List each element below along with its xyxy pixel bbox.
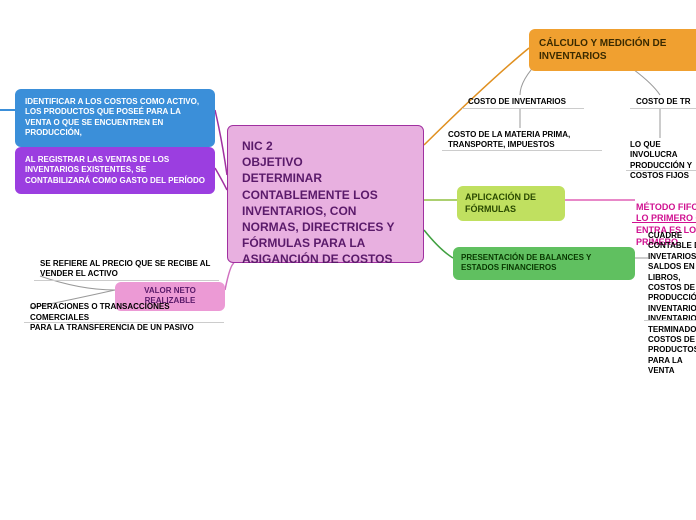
node-aplicacion-formulas[interactable]: APLICACIÓN DE FÓRMULAS [457, 186, 565, 221]
label-costo-inventarios: COSTO DE INVENTARIOS [468, 97, 566, 107]
text-precio: SE REFIERE AL PRECIO QUE SE RECIBE AL VE… [40, 259, 215, 280]
node-identificar-costos[interactable]: IDENTIFICAR A LOS COSTOS COMO ACTIVO, LO… [15, 89, 215, 147]
node-text: IDENTIFICAR A LOS COSTOS COMO ACTIVO, LO… [25, 97, 199, 137]
text-cuadre: CUADRE CONTABLE DE INVETARIOS, SALDOS EN… [648, 231, 696, 376]
divider [462, 108, 584, 109]
central-text: NIC 2 OBJETIVO DETERMINAR CONTABLEMENTE … [242, 139, 394, 266]
divider [630, 108, 696, 109]
divider [442, 150, 602, 151]
divider [644, 320, 696, 321]
divider [34, 280, 219, 281]
divider [632, 222, 696, 223]
node-registrar-ventas[interactable]: AL REGISTRAR LAS VENTAS DE LOS INVENTARI… [15, 147, 215, 194]
label-costo-tr: COSTO DE TR [636, 97, 691, 107]
node-text: APLICACIÓN DE FÓRMULAS [465, 192, 536, 214]
text-costo-materia: COSTO DE LA MATERIA PRIMA, TRANSPORTE, I… [448, 130, 598, 151]
text-operaciones: OPERACIONES O TRANSACCIONES COMERCIALES … [30, 292, 220, 334]
node-text: AL REGISTRAR LAS VENTAS DE LOS INVENTARI… [25, 155, 205, 185]
central-topic[interactable]: NIC 2 OBJETIVO DETERMINAR CONTABLEMENTE … [227, 125, 424, 263]
node-text: CÁLCULO Y MEDICIÓN DE INVENTARIOS [539, 38, 666, 62]
text-lo-que: LO QUE INVOLUCRA PRODUCCIÓN Y COSTOS FIJ… [630, 140, 696, 182]
node-calculo-medicion[interactable]: CÁLCULO Y MEDICIÓN DE INVENTARIOS [529, 29, 696, 71]
node-text: PRESENTACIÓN DE BALANCES Y ESTADOS FINAN… [461, 253, 591, 272]
divider [626, 170, 696, 171]
node-presentacion-balances[interactable]: PRESENTACIÓN DE BALANCES Y ESTADOS FINAN… [453, 247, 635, 280]
divider [24, 322, 224, 323]
